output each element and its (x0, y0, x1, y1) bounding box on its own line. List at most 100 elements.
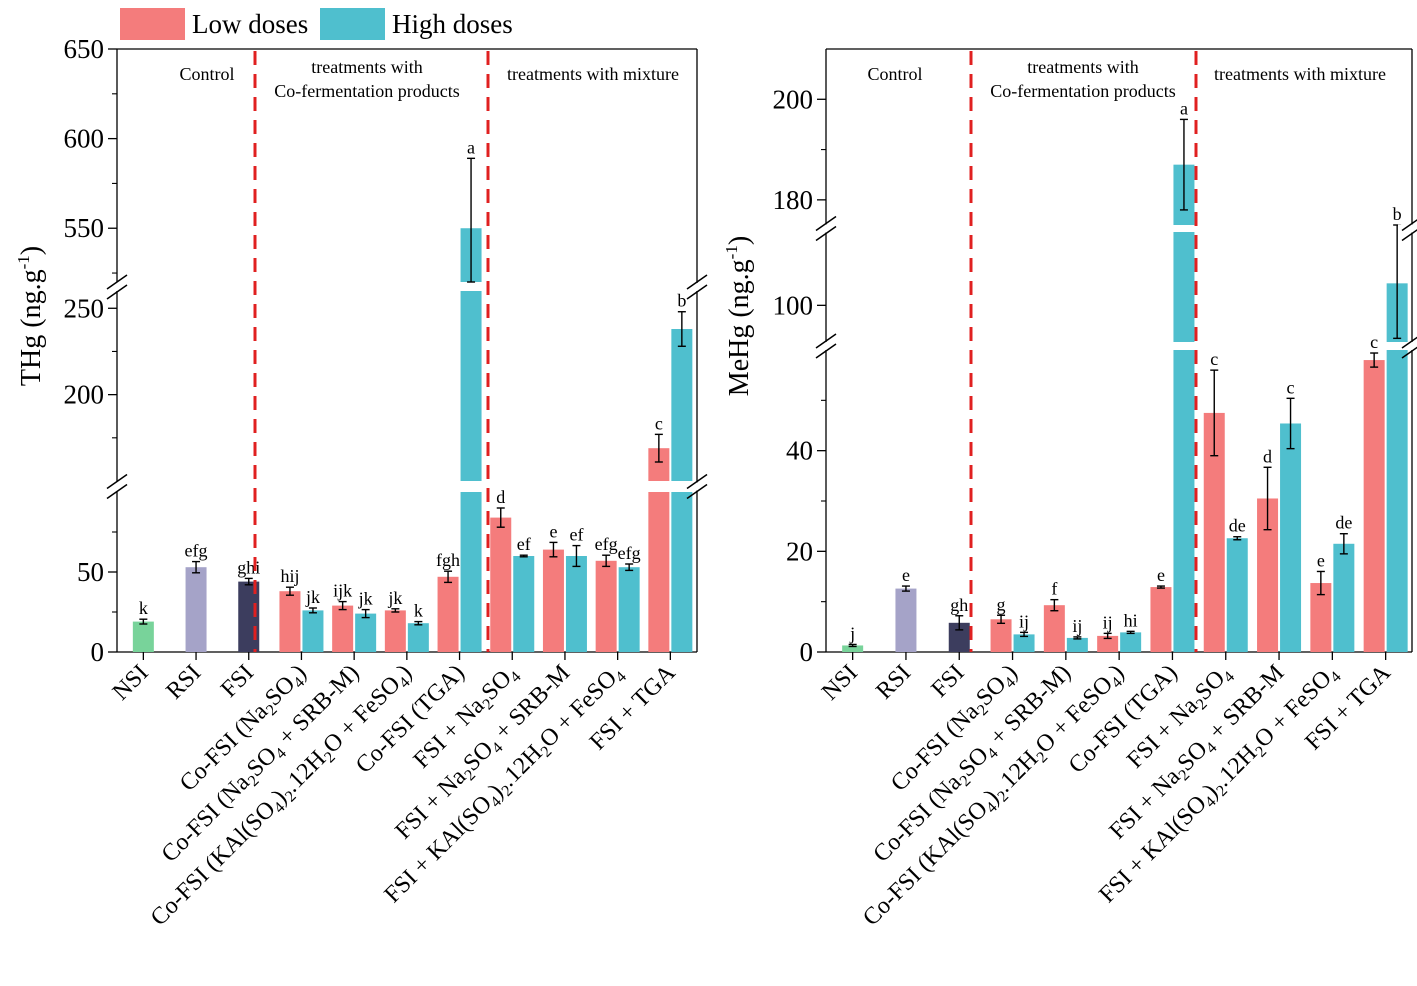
y-tick-label: 0 (91, 637, 105, 667)
significance-letter: c (1210, 349, 1218, 369)
bar-high-doses (1333, 543, 1355, 652)
right-axis-break-gap (1398, 224, 1417, 233)
section-label: Control (867, 64, 922, 84)
y-axis-title: MeHg (ng.g-1) (722, 236, 755, 396)
legend-swatch-high-doses (320, 8, 385, 40)
bar-low-doses (490, 517, 512, 652)
significance-letter: c (1287, 377, 1295, 397)
bar-high-doses (1173, 232, 1195, 342)
significance-letter: ij (1072, 616, 1082, 636)
right-axis-break-gap (683, 482, 711, 491)
significance-letter: e (549, 521, 557, 541)
y-axis-break-gap (812, 342, 840, 350)
right-axis-break-mark (686, 274, 708, 290)
y-tick-label: 650 (64, 34, 105, 64)
y-tick-label: 550 (64, 213, 105, 243)
y-axis-title-text: MeHg (ng.g (724, 259, 755, 396)
y-axis-title-superscript: -1 (14, 255, 33, 269)
category-label: NSI (108, 660, 154, 706)
significance-letter: hij (280, 566, 299, 586)
significance-letter: j (849, 623, 855, 643)
category-label-text: RSI (161, 660, 206, 705)
y-axis-title: THg (ng.g-1) (14, 246, 47, 386)
right-axis-break-mark (1401, 229, 1417, 242)
right-axis-break-gap (683, 283, 711, 291)
y-axis-title-text: ) (16, 246, 47, 255)
y-axis-break-mark (106, 284, 128, 300)
bar-high-doses (671, 492, 693, 652)
significance-letter: fgh (436, 550, 460, 570)
y-axis-break-mark (815, 215, 837, 232)
bar-low-doses (1097, 635, 1119, 652)
section-label: treatments with (1027, 57, 1138, 77)
category-label-text: NSI (817, 660, 863, 706)
category-label-text: RSI (871, 660, 916, 705)
y-axis-break-gap (103, 283, 131, 291)
bar-high-doses (618, 567, 640, 652)
significance-letter: jk (358, 589, 373, 609)
significance-letter: efg (595, 534, 618, 554)
significance-letter: d (1263, 446, 1272, 466)
right-axis-break-mark (686, 284, 708, 300)
y-axis-break-mark (106, 473, 128, 490)
bar-low-doses (595, 560, 617, 652)
significance-letter: efg (618, 543, 641, 563)
significance-letter: k (414, 601, 423, 621)
y-tick-label: 20 (786, 536, 813, 566)
section-label: treatments with mixture (507, 64, 679, 84)
y-axis-break-mark (106, 274, 128, 290)
bar-high-doses (1386, 350, 1408, 652)
right-axis-break-mark (686, 473, 708, 490)
right-axis-break-mark (686, 483, 708, 500)
bar-low-doses (1203, 412, 1225, 652)
section-label: treatments with (311, 57, 422, 77)
bar-rsi (185, 567, 207, 652)
category-label: FSI (216, 660, 259, 703)
significance-letter: ghi (237, 557, 260, 577)
significance-letter: ef (569, 525, 583, 545)
y-tick-label: 200 (64, 380, 105, 410)
significance-letter: jk (305, 587, 320, 607)
bar-high-doses (1280, 423, 1302, 652)
section-label: treatments with mixture (1214, 64, 1386, 84)
section-label: Control (179, 64, 234, 84)
bar-low-doses (332, 605, 354, 652)
bar-low-doses (1310, 583, 1332, 652)
significance-letter: ij (1019, 611, 1029, 631)
legend: Low doses High doses (120, 8, 513, 40)
significance-letter: f (1051, 579, 1057, 599)
bar-high-doses (302, 610, 324, 652)
bar-high-doses (1066, 637, 1088, 652)
bar-low-doses (1150, 587, 1172, 652)
legend-label-high-doses: High doses (392, 9, 513, 39)
bar-high-doses (565, 556, 587, 652)
bar-low-doses (648, 448, 670, 481)
bar-high-doses (460, 291, 482, 481)
significance-letter: de (1229, 516, 1246, 536)
y-tick-label: 50 (77, 557, 104, 587)
category-label-text: NSI (108, 660, 154, 706)
significance-letter: jk (387, 588, 402, 608)
significance-letter: d (496, 487, 505, 507)
category-label: RSI (161, 660, 206, 705)
significance-letter: hi (1124, 610, 1138, 630)
bar-low-doses (542, 549, 564, 652)
significance-letter: ij (1103, 612, 1113, 632)
significance-letter: de (1335, 513, 1352, 533)
y-tick-label: 180 (773, 185, 814, 215)
y-tick-label: 100 (773, 290, 814, 320)
y-axis-break-mark (106, 483, 128, 500)
significance-letter: ijk (333, 581, 352, 601)
significance-letter: a (467, 137, 475, 157)
bar-high-doses (1120, 632, 1142, 652)
bar-nsi (842, 645, 864, 652)
significance-letter: e (1317, 550, 1325, 570)
y-tick-label: 250 (64, 293, 105, 323)
significance-letter: c (655, 413, 663, 433)
category-label-text: FSI (927, 660, 970, 703)
category-label: RSI (871, 660, 916, 705)
bar-low-doses (279, 591, 301, 652)
significance-letter: b (677, 291, 686, 311)
